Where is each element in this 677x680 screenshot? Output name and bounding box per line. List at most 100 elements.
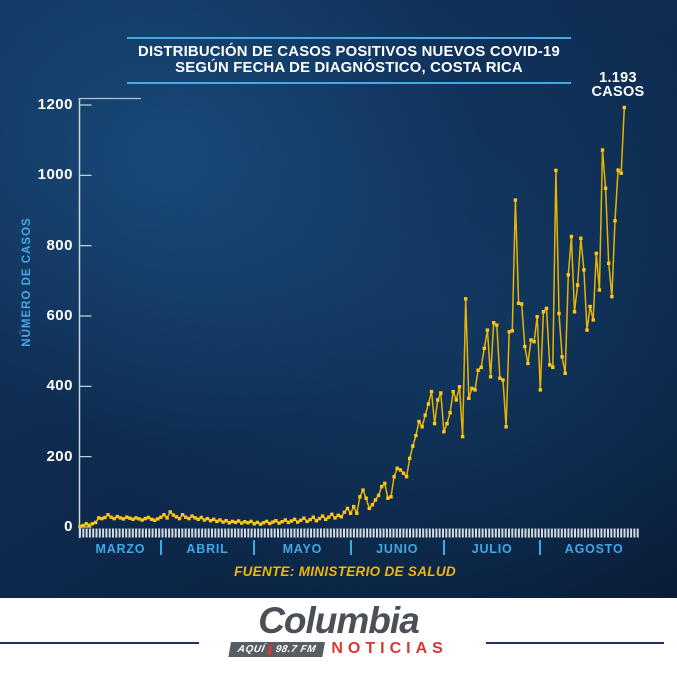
peak-annotation-label: CASOS [591, 84, 645, 100]
month-label-julio: JULIO [471, 542, 513, 556]
cases-point [501, 378, 505, 382]
chart-title-line1: DISTRIBUCIÓN DE CASOS POSITIVOS NUEVOS C… [138, 43, 560, 60]
cases-point [112, 516, 116, 521]
cases-point [274, 519, 278, 523]
cases-point [171, 513, 175, 517]
cases-point [261, 521, 266, 525]
cases-point [532, 340, 536, 344]
cases-point [230, 519, 235, 524]
cases-point [149, 517, 154, 521]
cases-point [215, 519, 219, 524]
cases-point [125, 515, 129, 519]
cases-point [582, 268, 586, 272]
cases-point [575, 283, 580, 287]
frequency-box: AQUÍ 98.7 FM [227, 641, 325, 657]
month-label-abril: ABRIL [186, 542, 229, 556]
cases-point [454, 398, 458, 402]
source-caption: FUENTE: MINISTERIO DE SALUD [234, 564, 456, 579]
cases-point [165, 516, 169, 520]
cases-point [495, 323, 499, 327]
cases-point [271, 520, 275, 524]
cases-point [162, 513, 166, 517]
cases-point [336, 513, 340, 518]
cases-point [544, 306, 549, 310]
cases-point [414, 433, 418, 438]
cases-point [81, 523, 85, 528]
frequency-value: 98.7 FM [274, 643, 317, 655]
cases-point [429, 389, 434, 394]
brand-noticias: NOTICIAS [331, 640, 448, 657]
title-rule-top [127, 37, 571, 39]
cases-point [383, 481, 387, 486]
cases-point [417, 419, 421, 424]
cases-point [156, 517, 160, 521]
cases-point [404, 475, 409, 479]
cases-point [376, 493, 381, 498]
cases-point [296, 520, 300, 524]
cases-point [292, 517, 297, 521]
cases-point [529, 338, 533, 342]
cases-point [90, 522, 95, 526]
cases-point [106, 513, 110, 517]
cases-point [184, 515, 188, 519]
cases-point [134, 516, 138, 520]
cases-point [566, 273, 570, 277]
cases-point [436, 398, 440, 402]
cases-point [470, 386, 474, 391]
cases-point [569, 234, 574, 239]
cases-point [557, 311, 561, 316]
cases-point [168, 510, 172, 514]
cases-point [622, 105, 626, 110]
cases-point [143, 516, 147, 521]
cases-point [236, 519, 241, 523]
cases-point [93, 520, 98, 525]
cases-point [264, 519, 269, 524]
cases-point [302, 516, 306, 520]
cases-point [597, 288, 602, 292]
cases-point [212, 517, 216, 521]
cases-point [619, 171, 623, 175]
cases-point [554, 168, 558, 173]
cases-point [246, 521, 250, 525]
cases-point [180, 513, 185, 517]
peak-annotation-value: 1.193 [599, 70, 637, 86]
y-tick-label: 1200 [37, 96, 73, 113]
cases-point [342, 510, 347, 514]
footer-band: Columbia AQUÍ 98.7 FM NOTICIAS [0, 598, 677, 680]
y-tick-label: 600 [46, 307, 73, 324]
cases-point [277, 521, 281, 525]
cases-point [137, 517, 141, 521]
cases-point [305, 519, 309, 524]
cases-point [579, 236, 583, 240]
y-tick-label: 1000 [37, 166, 73, 184]
cases-point [174, 515, 179, 519]
cases-point [199, 515, 203, 520]
cases-point [320, 514, 325, 518]
cases-point [190, 514, 194, 518]
cases-point [78, 524, 82, 529]
cases-point [482, 346, 486, 351]
x-axis-month-labels: MARZO ABRIL MAYO JUNIO JULIO AGOSTO [96, 540, 623, 556]
cases-point [299, 518, 303, 522]
cases-point [87, 523, 91, 527]
cases-point [283, 518, 287, 522]
cases-point [448, 411, 452, 415]
cases-point [408, 456, 412, 461]
chart-title-line2: SEGÚN FECHA DE DIAGNÓSTICO, COSTA RICA [175, 59, 523, 76]
month-separator [539, 540, 542, 555]
cases-point [488, 375, 493, 379]
cases-point [311, 515, 315, 519]
cases-point [457, 385, 462, 389]
cases-point [131, 517, 135, 521]
cases-point [152, 518, 157, 522]
cases-point [348, 511, 353, 515]
cases-point [426, 402, 431, 406]
cases-point [442, 430, 446, 434]
cases-point [249, 519, 253, 524]
chart-panel: DISTRIBUCIÓN DE CASOS POSITIVOS NUEVOS C… [0, 0, 677, 598]
cases-point [616, 168, 620, 172]
peak-annotation: 1.193 CASOS [588, 70, 648, 100]
cases-point [103, 515, 107, 520]
cases-point [460, 434, 465, 439]
cases-point [109, 515, 113, 519]
